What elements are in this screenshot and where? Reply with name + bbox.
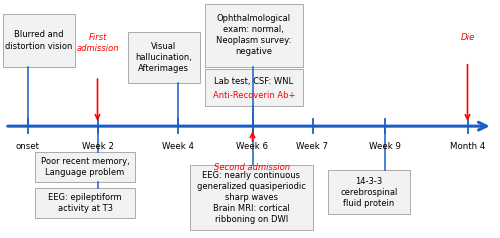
Text: Week 2: Week 2 (82, 142, 114, 151)
Text: Anti-Recoverin Ab+: Anti-Recoverin Ab+ (212, 91, 295, 100)
Text: Month 4: Month 4 (450, 142, 485, 151)
Text: Poor recent memory,
Language problem: Poor recent memory, Language problem (40, 157, 130, 177)
FancyBboxPatch shape (35, 152, 135, 182)
Text: Blurred and
distortion vision: Blurred and distortion vision (5, 30, 72, 50)
FancyBboxPatch shape (328, 170, 410, 214)
FancyBboxPatch shape (205, 69, 302, 106)
Text: onset: onset (16, 142, 40, 151)
Text: Week 6: Week 6 (236, 142, 268, 151)
Text: Second admission: Second admission (214, 163, 290, 172)
FancyBboxPatch shape (128, 32, 200, 83)
Text: Lab test, CSF: WNL: Lab test, CSF: WNL (214, 77, 294, 86)
Text: Visual
hallucination,
Afterimages: Visual hallucination, Afterimages (136, 42, 192, 73)
Text: EEG: epileptiform
activity at T3: EEG: epileptiform activity at T3 (48, 193, 122, 213)
Text: Week 9: Week 9 (369, 142, 401, 151)
Text: Ophthalmological
exam: normal,
Neoplasm survey:
negative: Ophthalmological exam: normal, Neoplasm … (216, 14, 292, 56)
FancyBboxPatch shape (35, 188, 135, 218)
Text: Week 4: Week 4 (162, 142, 194, 151)
Text: EEG: nearly continuous
generalized quasiperiodic
sharp waves
Brain MRI: cortical: EEG: nearly continuous generalized quasi… (197, 171, 306, 224)
Text: First
admission: First admission (76, 33, 119, 53)
Text: Die: Die (460, 33, 474, 42)
Text: Week 7: Week 7 (296, 142, 328, 151)
FancyBboxPatch shape (2, 14, 75, 67)
Text: 14-3-3
cerebrospinal
fluid protein: 14-3-3 cerebrospinal fluid protein (340, 177, 398, 208)
FancyBboxPatch shape (205, 4, 302, 67)
FancyBboxPatch shape (190, 165, 312, 230)
